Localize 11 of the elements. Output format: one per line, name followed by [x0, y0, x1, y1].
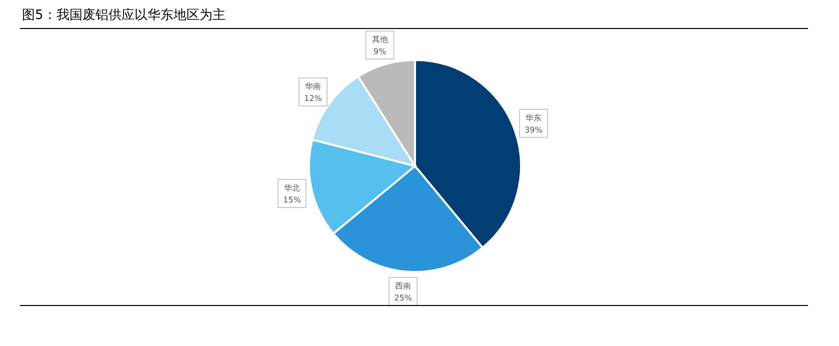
- data-label: 15%: [283, 195, 302, 204]
- text: 图5：我国废铝供应以华东地区为主: [22, 7, 226, 23]
- data-label: 12%: [304, 94, 322, 103]
- slice-label: 华东: [526, 113, 542, 122]
- slice-label: 华北: [284, 183, 300, 192]
- slice-label: 华南: [305, 82, 322, 91]
- slice-label: 其他: [372, 35, 388, 44]
- data-label: 9%: [373, 47, 387, 56]
- data-label: 39%: [524, 125, 543, 134]
- data-label: 25%: [394, 293, 412, 302]
- slice-label: 西南: [395, 281, 412, 290]
